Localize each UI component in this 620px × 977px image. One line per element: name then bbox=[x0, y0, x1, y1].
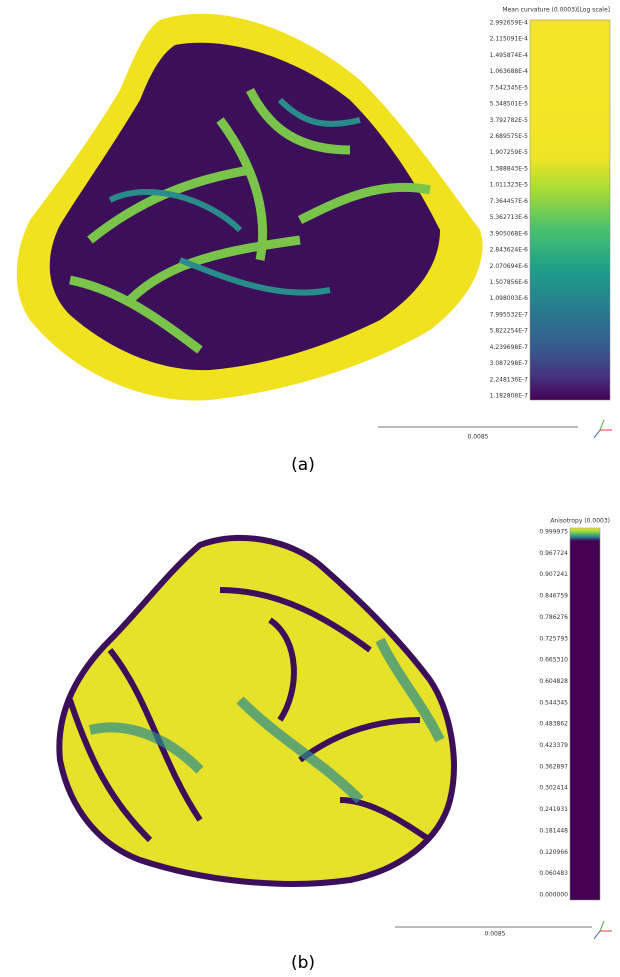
colorbar-label: 5.348501E-5 bbox=[490, 101, 529, 108]
specimen-ridges bbox=[108, 97, 361, 296]
colorbar-label: 0.000000 bbox=[539, 892, 568, 899]
colorbar-label: 3.792782E-5 bbox=[490, 117, 529, 124]
colorbar-label: 0.846759 bbox=[539, 593, 568, 600]
caption: (a) bbox=[291, 455, 315, 475]
specimen-a bbox=[16, 13, 483, 401]
colorbar-title: Anisotropy (0.0003) bbox=[550, 518, 610, 525]
colorbar-label: 3.905068E-6 bbox=[490, 230, 529, 237]
axis-z bbox=[593, 930, 601, 940]
colorbar-label: 7.995532E-7 bbox=[490, 311, 529, 318]
colorbar-label: 1.907259E-5 bbox=[490, 149, 529, 156]
colorbar-label: 2.689575E-5 bbox=[490, 133, 529, 140]
colorbar-label: 0.725793 bbox=[539, 635, 568, 642]
colorbar-label: 0.999975 bbox=[539, 529, 568, 536]
axis-y bbox=[599, 419, 605, 431]
colorbar-label: 1.507856E-6 bbox=[490, 279, 529, 286]
colorbar-label: 2.070694E-6 bbox=[490, 263, 529, 270]
scale-label: 0.0085 bbox=[468, 434, 489, 441]
scale-label: 0.0085 bbox=[485, 931, 506, 938]
colorbar-label: 0.604828 bbox=[539, 678, 568, 685]
colorbar bbox=[569, 527, 601, 901]
colorbar-label: 0.241931 bbox=[539, 806, 568, 813]
colorbar-label: 0.302414 bbox=[539, 785, 568, 792]
colorbar-label: 1.182808E-7 bbox=[490, 393, 529, 400]
colorbar-label: 5.362713E-6 bbox=[490, 214, 529, 221]
colorbar-label: 0.907241 bbox=[539, 571, 568, 578]
colorbar-title: Mean curvature (0.0003)[Log scale] bbox=[502, 7, 610, 14]
colorbar-label: 2.843624E-6 bbox=[490, 247, 529, 254]
colorbar-label: 0.120966 bbox=[539, 849, 568, 856]
specimen-ridges bbox=[88, 637, 445, 804]
axis-z bbox=[593, 429, 601, 439]
colorbar-label: 0.967724 bbox=[539, 550, 568, 557]
colorbar-label: 3.087298E-7 bbox=[490, 360, 529, 367]
colorbar-label: 0.665310 bbox=[539, 657, 568, 664]
colorbar-label: 0.544345 bbox=[539, 699, 568, 706]
colorbar-label: 0.786276 bbox=[539, 614, 568, 621]
colorbar-label: 7.542345E-5 bbox=[490, 84, 529, 91]
colorbar bbox=[529, 19, 611, 401]
axis-y bbox=[599, 920, 605, 932]
colorbar-label: 1.063688E-4 bbox=[490, 68, 529, 75]
axis-triad bbox=[593, 419, 612, 439]
axis-triad bbox=[593, 920, 612, 940]
colorbar-label: 0.483862 bbox=[539, 721, 568, 728]
colorbar-label: 1.011323E-5 bbox=[490, 182, 529, 189]
colorbar-label: 1.388843E-5 bbox=[490, 165, 529, 172]
colorbar-label: 0.181448 bbox=[539, 827, 568, 834]
colorbar-label: 2.248136E-7 bbox=[490, 376, 529, 383]
colorbar-label: 1.495874E-4 bbox=[490, 52, 529, 59]
colorbar-label: 4.239698E-7 bbox=[490, 344, 529, 351]
colorbar-label: 0.362897 bbox=[539, 763, 568, 770]
colorbar-label: 1.098003E-6 bbox=[490, 295, 529, 302]
colorbar-label: 0.423379 bbox=[539, 742, 568, 749]
colorbar-label: 2.992659E-4 bbox=[490, 20, 529, 27]
colorbar-label: 5.822254E-7 bbox=[490, 328, 529, 335]
colorbar-label: 7.364457E-6 bbox=[490, 198, 529, 205]
specimen-b bbox=[56, 534, 457, 887]
caption: (b) bbox=[291, 953, 315, 973]
colorbar-label: 2.115091E-4 bbox=[490, 36, 529, 43]
specimen-grooves bbox=[67, 587, 432, 843]
colorbar-label: 0.060483 bbox=[539, 870, 568, 877]
